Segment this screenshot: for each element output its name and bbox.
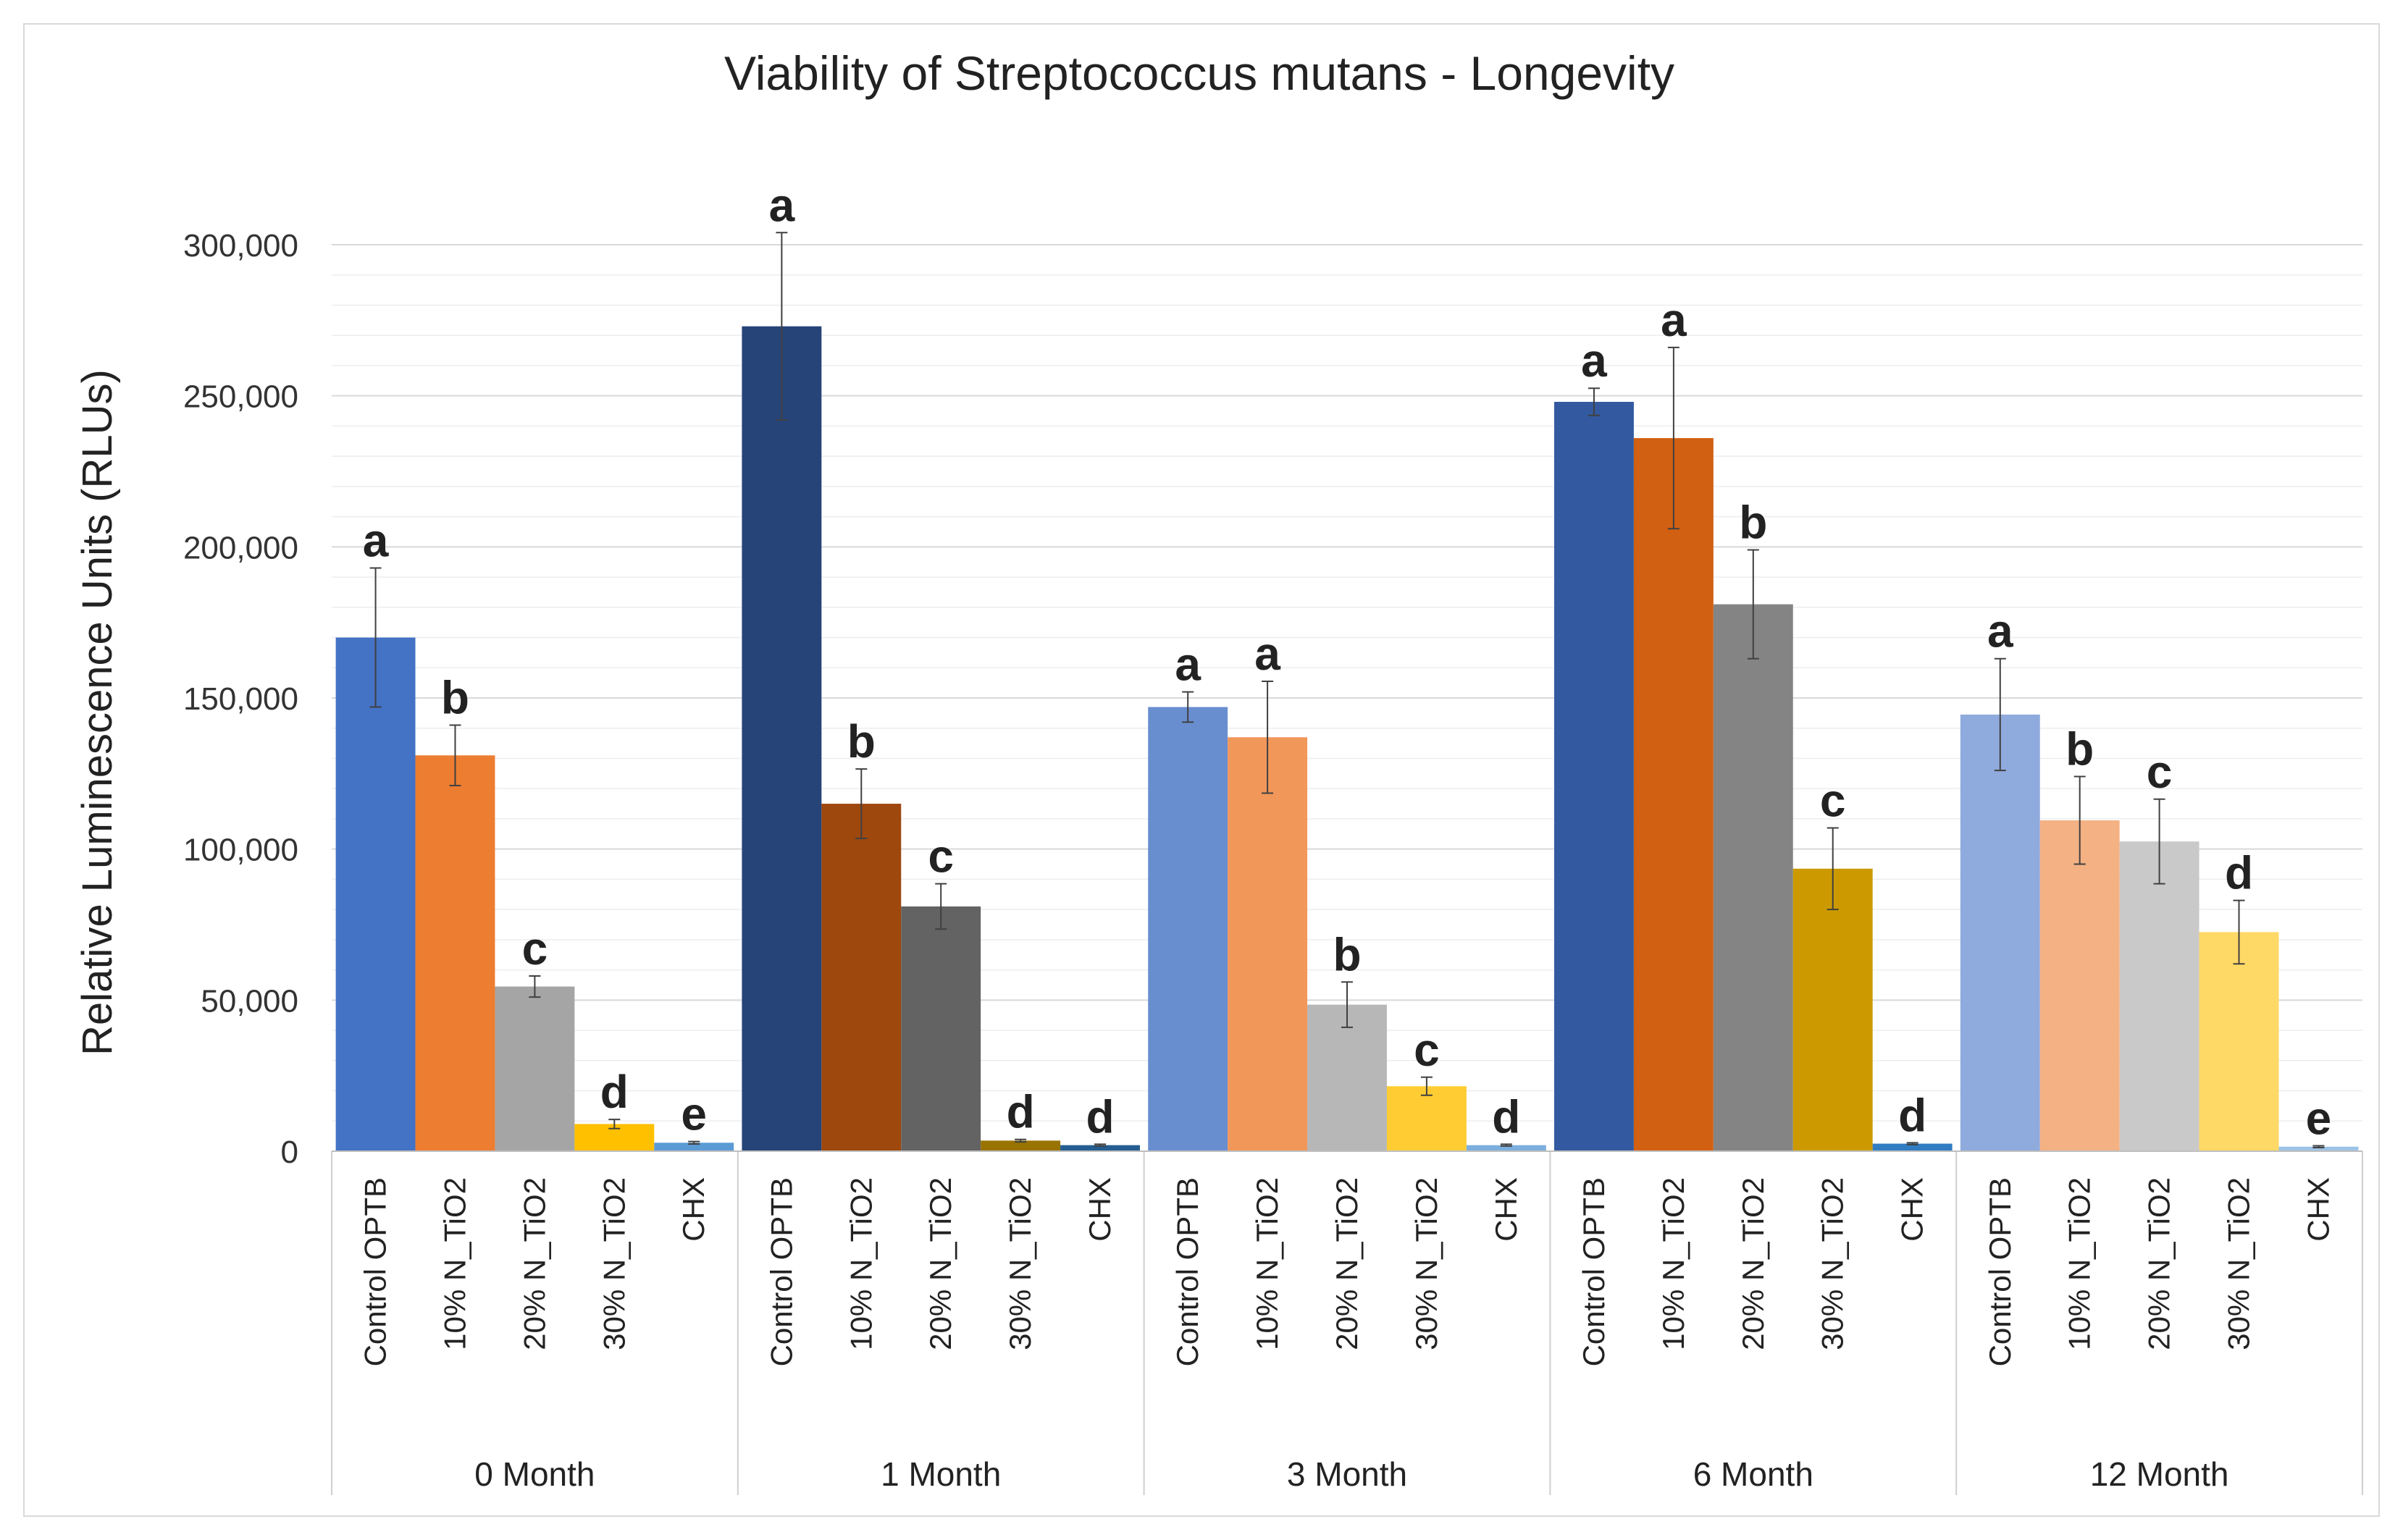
x-tick-label: 10% N_TiO2 — [2063, 1177, 2097, 1350]
y-tick-label: 150,000 — [183, 681, 298, 717]
x-tick-label: Control OPTB — [764, 1177, 798, 1366]
x-tick-label: 30% N_TiO2 — [1003, 1177, 1037, 1350]
bar — [1960, 714, 2040, 1151]
y-tick-label: 250,000 — [183, 379, 298, 415]
significance-letter: e — [681, 1088, 707, 1140]
significance-letter: d — [1492, 1090, 1520, 1143]
bar — [2278, 1146, 2359, 1151]
significance-letter: b — [1739, 497, 1767, 549]
x-group-label: 1 Month — [881, 1455, 1001, 1493]
y-axis-label: Relative Luminescence Units (RLUs) — [74, 369, 121, 1056]
bar-chart: Viability of Streptococcus mutans - Long… — [74, 46, 2363, 1495]
x-axis: Control OPTB 10% N_TiO2 20% N_TiO2 30% N_Ti… — [331, 1150, 2363, 1495]
x-group-label: 12 Month — [2090, 1455, 2229, 1493]
bar — [495, 986, 575, 1151]
x-tick-label: 30% N_TiO2 — [597, 1177, 631, 1350]
y-tick-label: 0 — [281, 1135, 298, 1170]
bar — [1554, 402, 1634, 1151]
bar — [1307, 1004, 1387, 1151]
x-tick-label: Control OPTB — [1577, 1177, 1611, 1366]
significance-letter: b — [847, 715, 876, 767]
x-tick-label: CHX — [1083, 1177, 1117, 1242]
significance-letter: c — [928, 830, 954, 883]
bar — [1713, 604, 1793, 1151]
x-group-label: 0 Month — [474, 1455, 595, 1493]
x-tick-label: CHX — [1895, 1177, 1929, 1242]
x-tick-label: 20% N_TiO2 — [517, 1177, 551, 1350]
bar — [415, 755, 495, 1151]
significance-letter: d — [600, 1066, 629, 1118]
bar — [2199, 932, 2279, 1151]
significance-letter: d — [1898, 1089, 1926, 1141]
bar — [1386, 1086, 1467, 1151]
bar — [981, 1140, 1061, 1151]
significance-letter: a — [769, 179, 795, 231]
bar — [1228, 737, 1308, 1151]
x-tick-label: Control OPTB — [358, 1177, 393, 1366]
x-tick-label: Control OPTB — [1170, 1177, 1204, 1366]
x-tick-label: 10% N_TiO2 — [1250, 1177, 1284, 1350]
x-group-label: 3 Month — [1287, 1455, 1407, 1493]
significance-letter: a — [1254, 628, 1280, 680]
significance-letter: e — [2306, 1092, 2332, 1144]
significance-letter: c — [522, 922, 548, 975]
error-bars — [369, 232, 2325, 1148]
x-tick-label: 10% N_TiO2 — [1656, 1177, 1690, 1350]
x-tick-label: 30% N_TiO2 — [1409, 1177, 1443, 1350]
bar — [2039, 820, 2120, 1151]
bars — [335, 326, 2359, 1152]
bar — [1060, 1145, 1140, 1151]
x-tick-label: 30% N_TiO2 — [1816, 1177, 1850, 1350]
bar — [1466, 1145, 1546, 1151]
bar — [1792, 868, 1873, 1151]
significance-letter: b — [441, 672, 469, 724]
y-tick-label: 50,000 — [201, 983, 298, 1019]
significance-letter: a — [363, 515, 389, 567]
significance-letter: c — [1414, 1024, 1440, 1076]
x-tick-label: 30% N_TiO2 — [2222, 1177, 2256, 1350]
significance-letter: d — [2225, 847, 2253, 899]
x-tick-label: 20% N_TiO2 — [2142, 1177, 2176, 1350]
bar — [821, 804, 902, 1151]
x-tick-label: 20% N_TiO2 — [1330, 1177, 1364, 1350]
x-tick-label: 20% N_TiO2 — [923, 1177, 957, 1350]
chart-frame: Viability of Streptococcus mutans - Long… — [23, 23, 2380, 1517]
bar — [742, 326, 822, 1152]
x-tick-label: 10% N_TiO2 — [844, 1177, 878, 1350]
bar — [654, 1143, 734, 1151]
x-group-label: 6 Month — [1693, 1455, 1813, 1493]
significance-letter: a — [1661, 294, 1687, 346]
bar — [1633, 438, 1714, 1151]
y-axis-ticks: 0 50,000 100,000 150,000 200,000 250,000 300,0… — [183, 228, 298, 1170]
bar — [1872, 1143, 1953, 1151]
significance-letter: c — [1820, 774, 1846, 826]
significance-letter: c — [2147, 746, 2173, 798]
x-tick-label: CHX — [676, 1177, 710, 1242]
x-tick-label: CHX — [2301, 1177, 2335, 1242]
x-tick-label: CHX — [1489, 1177, 1523, 1242]
significance-letter: a — [1987, 605, 2013, 657]
significance-letter: a — [1175, 639, 1201, 691]
x-tick-label: 20% N_TiO2 — [1736, 1177, 1770, 1350]
y-tick-label: 100,000 — [183, 833, 298, 868]
y-tick-label: 300,000 — [183, 228, 298, 264]
chart-title: Viability of Streptococcus mutans - Long… — [724, 46, 1674, 100]
bar — [335, 637, 416, 1151]
y-tick-label: 200,000 — [183, 530, 298, 565]
significance-letter: d — [1007, 1086, 1035, 1138]
bar — [901, 906, 981, 1151]
significance-letter: b — [2066, 723, 2094, 775]
significance-letter: d — [1086, 1090, 1114, 1143]
x-tick-label: Control OPTB — [1983, 1177, 2017, 1366]
bar — [1148, 707, 1228, 1151]
significance-letter: a — [1581, 334, 1607, 387]
x-tick-label: 10% N_TiO2 — [437, 1177, 471, 1350]
significance-letter: b — [1333, 928, 1361, 980]
bar — [2119, 841, 2199, 1151]
